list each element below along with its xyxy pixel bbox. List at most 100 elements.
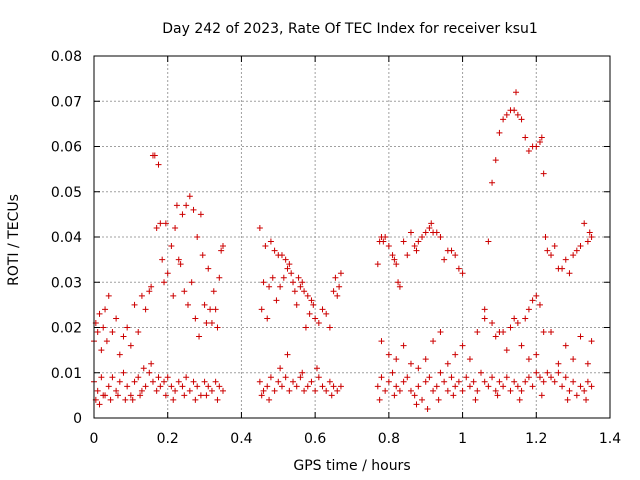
data-point — [533, 292, 540, 299]
data-point — [284, 265, 291, 272]
data-point — [153, 224, 160, 231]
data-point — [188, 279, 195, 286]
data-point — [474, 387, 481, 394]
data-point — [337, 383, 344, 390]
grid-lines — [94, 56, 610, 418]
data-point — [297, 283, 304, 290]
data-point — [500, 329, 507, 336]
data-point — [183, 374, 190, 381]
chart-title: Day 242 of 2023, Rate Of TEC Index for r… — [162, 21, 538, 37]
data-point — [562, 374, 569, 381]
data-point — [503, 347, 510, 354]
data-point — [533, 351, 540, 358]
data-point — [148, 283, 155, 290]
data-point — [492, 333, 499, 340]
data-point — [422, 229, 429, 236]
data-point — [146, 288, 153, 295]
data-point — [424, 405, 431, 412]
data-point — [437, 329, 444, 336]
data-point — [391, 392, 398, 399]
data-point — [149, 378, 156, 385]
data-point — [203, 392, 210, 399]
data-point — [164, 270, 171, 277]
data-point — [538, 134, 545, 141]
y-axis-label: ROTI / TECUs — [6, 194, 22, 286]
data-point — [113, 315, 120, 322]
data-point — [116, 378, 123, 385]
data-point — [555, 369, 562, 376]
data-point — [161, 279, 168, 286]
y-tick-label: 0.06 — [51, 140, 82, 156]
data-point — [559, 265, 566, 272]
data-point — [199, 252, 206, 259]
data-point — [415, 365, 422, 372]
data-point — [529, 297, 536, 304]
data-point — [177, 261, 184, 268]
data-point — [413, 247, 420, 254]
data-point — [522, 134, 529, 141]
data-points — [91, 89, 595, 412]
data-point — [220, 387, 226, 394]
data-point — [459, 342, 466, 349]
data-point — [131, 301, 138, 308]
data-point — [323, 387, 330, 394]
data-point — [264, 383, 271, 390]
axis-ticks: 0 0.2 0.4 0.6 0.8 1 1.2 1.4 0 0.01 0.02 0.03 0.04 0.0… — [51, 49, 621, 447]
data-point — [450, 392, 457, 399]
data-point — [127, 392, 134, 399]
data-point — [197, 211, 204, 218]
y-tick-label: 0 — [73, 411, 82, 427]
data-point — [100, 392, 107, 399]
data-point — [315, 374, 322, 381]
data-point — [455, 378, 462, 385]
x-tick-label: 1.4 — [599, 431, 621, 447]
data-point — [212, 306, 219, 313]
data-point — [511, 107, 518, 114]
data-point — [308, 378, 315, 385]
data-point — [507, 387, 514, 394]
data-point — [197, 392, 204, 399]
data-point — [201, 378, 208, 385]
data-point — [548, 252, 555, 259]
data-point — [570, 378, 577, 385]
data-point — [542, 234, 549, 240]
data-point — [284, 351, 291, 358]
data-point — [500, 383, 507, 390]
data-point — [313, 365, 320, 372]
data-point — [170, 292, 177, 299]
data-point — [426, 224, 433, 231]
data-point — [389, 252, 396, 259]
x-tick-label: 0.2 — [157, 431, 179, 447]
x-tick-label: 0.8 — [378, 431, 400, 447]
data-point — [122, 396, 129, 403]
data-point — [304, 383, 311, 390]
data-point — [135, 329, 142, 336]
data-point — [194, 383, 201, 390]
data-point — [286, 261, 293, 268]
data-point — [514, 319, 521, 326]
data-point — [278, 252, 285, 259]
data-point — [290, 378, 297, 385]
data-point — [201, 301, 208, 308]
data-point — [120, 369, 127, 376]
data-point — [380, 238, 387, 245]
data-point — [538, 392, 545, 399]
data-point — [430, 387, 437, 394]
data-point — [428, 220, 435, 227]
data-point — [98, 347, 105, 354]
data-point — [485, 383, 492, 390]
data-point — [315, 319, 322, 326]
data-point — [551, 243, 558, 250]
data-point — [452, 351, 459, 358]
data-point — [411, 243, 418, 250]
data-point — [577, 383, 584, 390]
data-point — [256, 378, 263, 385]
data-point — [503, 111, 510, 118]
data-point — [306, 310, 313, 317]
y-tick-label: 0.05 — [51, 185, 82, 201]
data-point — [496, 378, 503, 385]
data-point — [271, 247, 278, 254]
data-point — [396, 283, 403, 290]
data-point — [301, 387, 308, 394]
data-point — [422, 378, 429, 385]
